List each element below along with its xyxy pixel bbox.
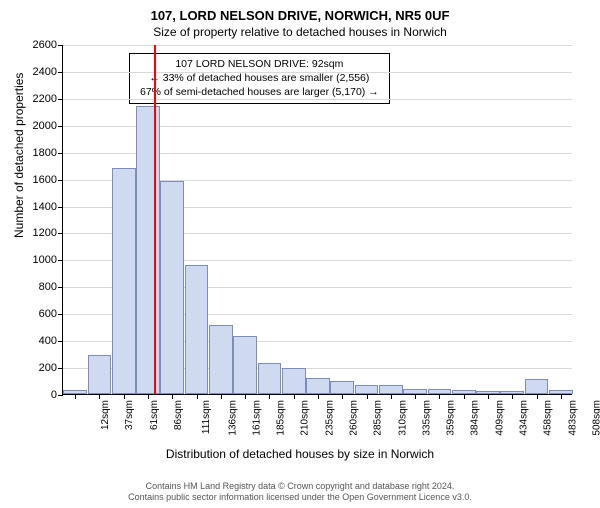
y-axis-label: Number of detached properties xyxy=(12,73,26,238)
plot-area: 107 LORD NELSON DRIVE: 92sqm ← 33% of de… xyxy=(62,45,572,395)
x-tick-mark xyxy=(148,394,149,399)
x-tick-label: 86sqm xyxy=(173,400,184,430)
histogram-bar xyxy=(282,368,306,394)
y-tick-label: 2000 xyxy=(33,120,63,132)
y-tick-label: 2200 xyxy=(33,93,63,105)
histogram-bar xyxy=(209,325,233,394)
y-tick-label: 1200 xyxy=(33,227,63,239)
annotation-line-2: ← 33% of detached houses are smaller (2,… xyxy=(140,71,379,85)
y-tick-label: 200 xyxy=(39,362,63,374)
x-tick-label: 260sqm xyxy=(349,400,360,436)
histogram-bar xyxy=(306,378,330,394)
x-tick-mark xyxy=(221,394,222,399)
y-tick-label: 400 xyxy=(39,335,63,347)
histogram-bar xyxy=(258,363,282,394)
x-tick-mark xyxy=(464,394,465,399)
y-tick-label: 1800 xyxy=(33,147,63,159)
gridline xyxy=(63,45,572,46)
footer-line-1: Contains HM Land Registry data © Crown c… xyxy=(0,481,600,493)
x-tick-label: 384sqm xyxy=(470,400,481,436)
y-tick-label: 2400 xyxy=(33,66,63,78)
x-tick-label: 210sqm xyxy=(300,400,311,436)
histogram-bar xyxy=(233,336,257,394)
histogram-bar xyxy=(525,379,549,394)
x-tick-label: 37sqm xyxy=(124,400,135,430)
histogram-bar xyxy=(112,168,136,394)
x-tick-mark xyxy=(512,394,513,399)
x-tick-label: 285sqm xyxy=(373,400,384,436)
footer-line-2: Contains public sector information licen… xyxy=(0,492,600,504)
x-tick-label: 136sqm xyxy=(227,400,238,436)
x-tick-mark xyxy=(99,394,100,399)
x-tick-label: 310sqm xyxy=(397,400,408,436)
x-tick-mark xyxy=(342,394,343,399)
x-tick-mark xyxy=(318,394,319,399)
annotation-box: 107 LORD NELSON DRIVE: 92sqm ← 33% of de… xyxy=(129,53,390,104)
y-tick-label: 0 xyxy=(51,389,63,401)
x-tick-mark xyxy=(537,394,538,399)
footer-attribution: Contains HM Land Registry data © Crown c… xyxy=(0,481,600,504)
x-tick-mark xyxy=(245,394,246,399)
histogram-bar xyxy=(136,106,160,394)
x-tick-label: 409sqm xyxy=(494,400,505,436)
chart-title: 107, LORD NELSON DRIVE, NORWICH, NR5 0UF xyxy=(0,8,600,23)
x-tick-label: 185sqm xyxy=(276,400,287,436)
x-tick-label: 359sqm xyxy=(446,400,457,436)
gridline xyxy=(63,72,572,73)
x-axis-label: Distribution of detached houses by size … xyxy=(0,447,600,461)
x-tick-label: 161sqm xyxy=(251,400,262,436)
x-tick-label: 235sqm xyxy=(324,400,335,436)
x-tick-mark xyxy=(75,394,76,399)
x-tick-mark xyxy=(391,394,392,399)
reference-marker-line xyxy=(154,45,156,394)
x-tick-mark xyxy=(172,394,173,399)
x-tick-label: 111sqm xyxy=(201,400,212,434)
x-tick-label: 458sqm xyxy=(543,400,554,436)
x-tick-label: 434sqm xyxy=(519,400,530,436)
chart-subtitle: Size of property relative to detached ho… xyxy=(0,25,600,39)
histogram-bar xyxy=(160,181,184,394)
x-tick-mark xyxy=(415,394,416,399)
x-tick-mark xyxy=(294,394,295,399)
histogram-bar xyxy=(185,265,209,394)
histogram-bar xyxy=(88,355,112,394)
x-tick-mark xyxy=(269,394,270,399)
gridline xyxy=(63,99,572,100)
x-tick-mark xyxy=(367,394,368,399)
x-tick-label: 335sqm xyxy=(421,400,432,436)
y-tick-label: 1000 xyxy=(33,254,63,266)
x-tick-mark xyxy=(124,394,125,399)
x-tick-label: 61sqm xyxy=(149,400,160,430)
y-tick-label: 1400 xyxy=(33,201,63,213)
y-tick-label: 1600 xyxy=(33,174,63,186)
x-tick-mark xyxy=(197,394,198,399)
chart-container: 107 LORD NELSON DRIVE: 92sqm ← 33% of de… xyxy=(62,45,572,395)
x-tick-mark xyxy=(488,394,489,399)
y-tick-label: 800 xyxy=(39,281,63,293)
y-tick-label: 2600 xyxy=(33,39,63,51)
annotation-line-3: 67% of semi-detached houses are larger (… xyxy=(140,85,379,99)
x-tick-mark xyxy=(561,394,562,399)
y-tick-label: 600 xyxy=(39,308,63,320)
histogram-bar xyxy=(330,381,354,394)
histogram-bar xyxy=(355,385,379,394)
annotation-line-1: 107 LORD NELSON DRIVE: 92sqm xyxy=(140,57,379,71)
x-tick-label: 12sqm xyxy=(100,400,111,430)
histogram-bar xyxy=(379,385,403,394)
x-tick-label: 508sqm xyxy=(591,400,600,436)
x-tick-label: 483sqm xyxy=(567,400,578,436)
x-tick-mark xyxy=(439,394,440,399)
